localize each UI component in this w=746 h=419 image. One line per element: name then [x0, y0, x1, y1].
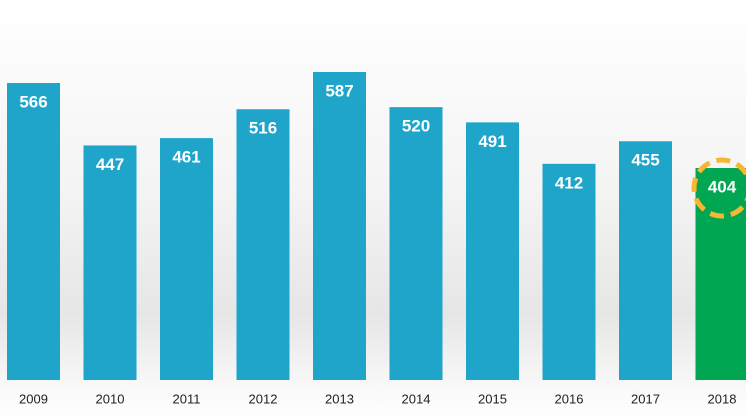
- bar: [695, 168, 746, 380]
- value-label: 491: [478, 132, 506, 151]
- bar: [313, 72, 366, 380]
- bar: [466, 122, 519, 381]
- bar: [619, 141, 672, 380]
- bar: [160, 138, 213, 380]
- x-tick-label: 2017: [631, 391, 660, 406]
- value-label: 455: [631, 151, 659, 170]
- bar: [83, 145, 137, 380]
- x-tick-label: 2016: [555, 391, 584, 406]
- x-tick-label: 2009: [19, 391, 48, 406]
- x-tick-label: 2015: [478, 391, 507, 406]
- value-label: 461: [172, 148, 200, 167]
- bar: [389, 107, 443, 380]
- x-tick-label: 2018: [708, 391, 737, 406]
- value-label: 404: [708, 178, 737, 197]
- x-tick-label: 2010: [96, 391, 125, 406]
- value-label: 516: [249, 119, 277, 138]
- x-tick-label: 2013: [325, 391, 354, 406]
- x-tick-label: 2012: [249, 391, 278, 406]
- value-label: 566: [19, 93, 47, 112]
- x-tick-label: 2011: [173, 391, 201, 406]
- x-tick-label: 2014: [402, 391, 431, 406]
- highlight-ring: [691, 157, 746, 219]
- value-label: 587: [325, 81, 353, 100]
- bar: [236, 109, 290, 380]
- bar: [7, 83, 60, 380]
- bar: [542, 163, 596, 380]
- value-label: 447: [96, 155, 124, 174]
- value-label: 412: [555, 173, 583, 192]
- value-label: 520: [402, 117, 430, 136]
